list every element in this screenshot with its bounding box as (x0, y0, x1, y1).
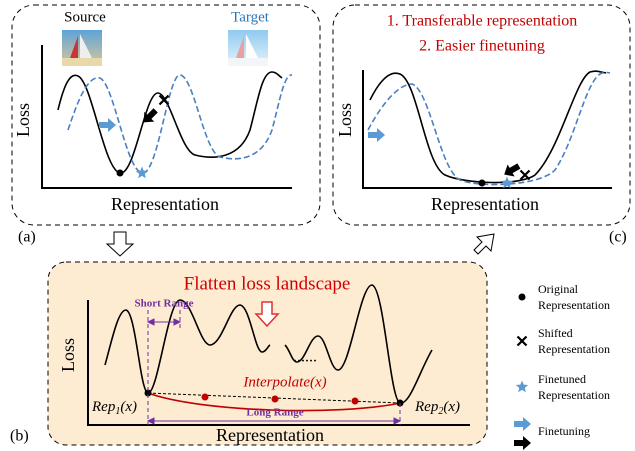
x-label: Representation (216, 425, 324, 445)
interpolate-label: Interpolate(x) (242, 374, 326, 390)
target-label: Target (231, 9, 270, 25)
original-point (479, 180, 486, 187)
legend-label: Shifted Representation (538, 326, 610, 356)
star (136, 167, 148, 179)
legend-line: Representation (538, 388, 610, 402)
block-arrow (514, 417, 531, 431)
long-range-label: Long Range (246, 407, 303, 419)
star (516, 381, 528, 393)
legend-line: Representation (538, 342, 610, 356)
legend-line: Original (538, 282, 579, 296)
rep-base: Rep (414, 399, 439, 415)
block-arrow (99, 118, 116, 132)
interp-point (202, 394, 209, 401)
legend-line: Finetuning (538, 424, 590, 438)
legend-label: Finetuned Representation (538, 372, 610, 402)
rep-base: Rep (91, 399, 116, 415)
legend-dot (519, 294, 526, 301)
panel-tag: (a) (18, 229, 36, 246)
block-arrow (514, 436, 531, 450)
source-curve (370, 71, 606, 182)
y-label: Loss (13, 103, 33, 137)
benefit-2: 2. Easier finetuning (419, 38, 545, 55)
legend-label: Original Representation (538, 282, 610, 312)
rep-arg: (x) (120, 399, 137, 415)
legend-line: Finetuned (538, 372, 586, 386)
panel-a-frame (12, 5, 320, 225)
panel-tag: (b) (10, 428, 29, 445)
diagonal-arrow (474, 234, 494, 254)
x-label: Representation (111, 194, 219, 214)
cross (521, 171, 530, 180)
panel-b-title: Flatten loss landscape (184, 273, 351, 294)
source-curve (58, 72, 282, 173)
interp-point (272, 396, 279, 403)
figure: Source Target Loss Representation (a) 1.… (0, 0, 635, 451)
block-arrow (501, 160, 523, 181)
rep2-label: Rep2(x) (414, 399, 460, 417)
short-range-label: Short Range (135, 298, 194, 310)
legend-line: Representation (538, 298, 610, 312)
x-label: Representation (431, 194, 539, 214)
panel-tag: (c) (609, 229, 627, 246)
rep1-label: Rep1(x) (91, 399, 137, 417)
original-point (117, 170, 124, 177)
ellipsis: ...... (293, 349, 317, 366)
y-label: Loss (335, 103, 355, 137)
target-curve (368, 72, 610, 184)
star (501, 177, 513, 189)
benefit-1: 1. Transferable representation (387, 13, 578, 30)
axes (42, 45, 292, 188)
source-image (62, 30, 102, 66)
target-image (228, 30, 268, 66)
down-arrow (107, 232, 133, 256)
block-arrow (368, 128, 385, 142)
interp-point (352, 398, 359, 405)
y-label: Loss (58, 338, 78, 372)
legend-line: Shifted (538, 326, 573, 340)
cross (518, 337, 527, 346)
rep-arg: (x) (443, 399, 460, 415)
legend-label: Finetuning (538, 424, 590, 438)
source-label: Source (64, 9, 106, 25)
